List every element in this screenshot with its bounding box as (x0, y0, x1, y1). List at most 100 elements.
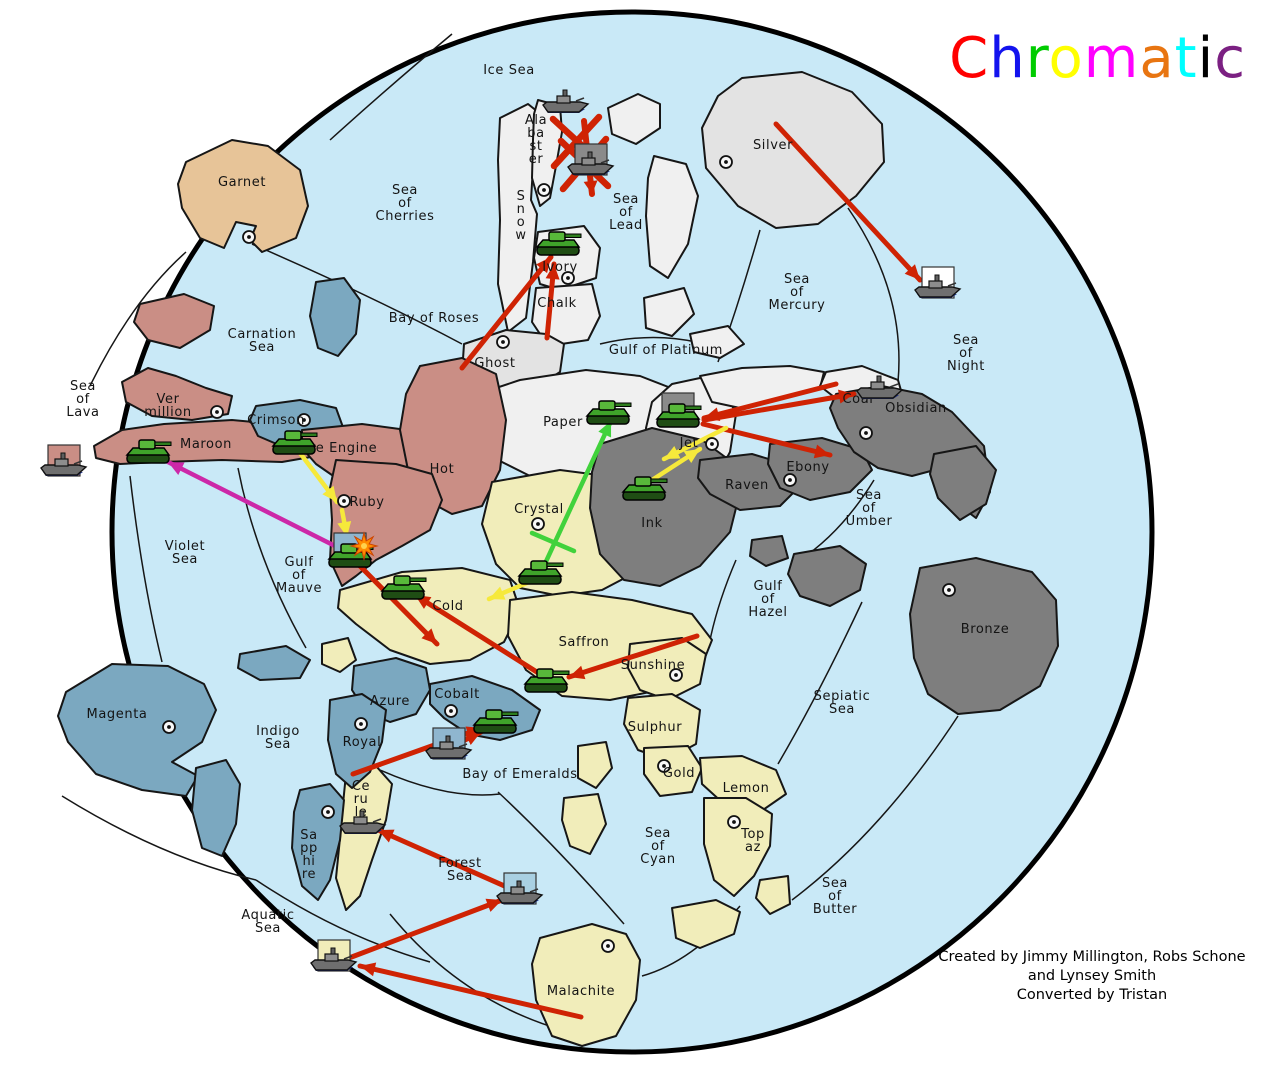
label-sea-of-cherries: Sea of Cherries (376, 183, 435, 224)
credits-line: Created by Jimmy Millington, Robs Schone (938, 949, 1246, 965)
fleet-coal-ship-icon[interactable] (856, 375, 904, 399)
title-letter: h (989, 26, 1026, 91)
label-lemon: Lemon (723, 781, 770, 796)
region-platinum-island[interactable] (689, 325, 745, 359)
region-indigo-isle-1[interactable] (237, 645, 311, 681)
supply-center-vermillion (210, 405, 224, 419)
region-azure-isle[interactable] (321, 637, 357, 673)
fleet-ice-sea-ship-icon[interactable] (542, 89, 590, 113)
region-vermillion[interactable] (121, 367, 233, 421)
label-hot: Hot (430, 462, 455, 477)
label-malachite: Malachite (547, 984, 615, 999)
region-emerald-isle-1[interactable] (577, 741, 613, 789)
region-umber-isle[interactable] (929, 445, 997, 521)
supply-center-bronze (942, 583, 956, 597)
sea-border-lines (61, 33, 959, 1031)
army-ivory-tank-icon[interactable] (535, 231, 582, 256)
supply-center-obsidian (859, 426, 873, 440)
title-letter: m (1083, 26, 1140, 91)
label-bay-of-emeralds: Bay of Emeralds (462, 767, 577, 782)
region-hazel-isle[interactable] (787, 545, 867, 607)
label-sea-of-lava: Sea of Lava (66, 379, 99, 420)
label-topaz: Top az (740, 827, 765, 855)
region-roses-island[interactable] (309, 277, 361, 357)
map-title: Chromatic (949, 26, 1246, 91)
label-saffron: Saffron (559, 635, 610, 650)
label-indigo-sea: Indigo Sea (256, 724, 300, 752)
label-jet: Jet (679, 436, 699, 451)
title-letter: o (1048, 26, 1084, 91)
sea-border (777, 601, 863, 765)
label-sea-of-lead: Sea of Lead (609, 192, 643, 233)
label-cold: Cold (432, 599, 463, 614)
sea-border (237, 467, 307, 649)
label-carnation-sea: Carnation Sea (228, 327, 297, 355)
army-fire-engine-tank-icon[interactable] (271, 430, 318, 455)
region-topaz[interactable] (703, 797, 773, 897)
region-carnation-island[interactable] (133, 293, 215, 349)
army-jet-tank-icon[interactable] (655, 403, 702, 428)
support-cut-tick (529, 530, 577, 554)
region-butter-isle-1[interactable] (671, 899, 741, 949)
region-lead-island-north[interactable] (607, 93, 661, 145)
sea-border (709, 559, 737, 641)
label-royal: Royal (343, 735, 382, 750)
supply-center-crimson (297, 413, 311, 427)
region-gold[interactable] (643, 745, 703, 797)
label-sea-of-butter: Sea of Butter (813, 876, 857, 917)
label-vermillion: Ver million (144, 392, 192, 420)
credits: Created by Jimmy Millington, Robs Schone… (908, 948, 1266, 1005)
army-paper-tank-icon[interactable] (585, 400, 632, 425)
sea-border (255, 879, 431, 963)
region-royal[interactable] (327, 693, 387, 789)
army-maroon-tank-icon[interactable] (125, 439, 172, 464)
credits-line: and Lynsey Smith (1027, 968, 1157, 985)
label-ruby: Ruby (349, 495, 384, 510)
sea-border (129, 475, 163, 663)
region-malachite[interactable] (531, 923, 641, 1047)
order-arrows (165, 121, 923, 1020)
army-crystal-tank-icon[interactable] (517, 560, 564, 585)
supply-center-ruby (337, 494, 351, 508)
fleet-cerulean-ship-icon[interactable] (339, 810, 387, 834)
fleet-forest-sea-ship-icon[interactable] (496, 880, 544, 904)
fleet-sea-of-night-ship-icon[interactable] (914, 274, 962, 298)
fleet-bay-of-emeralds-ship-icon[interactable] (425, 735, 473, 759)
region-lead-island-east[interactable] (645, 155, 699, 279)
army-cold-tank-icon[interactable] (380, 575, 427, 600)
army-cobalt-tank-icon[interactable] (472, 709, 519, 734)
region-bronze[interactable] (909, 557, 1059, 715)
region-indigo-isle-2[interactable] (191, 759, 241, 857)
region-hazel-islet[interactable] (749, 535, 789, 567)
sea-border (329, 33, 453, 141)
arrow-red-3 (701, 389, 857, 423)
supply-center-royal (354, 717, 368, 731)
fleet-aquatic-sea-ship-icon[interactable] (310, 947, 358, 971)
title-letter: C (949, 26, 990, 91)
army-ink-tank-icon[interactable] (621, 476, 668, 501)
label-ink: Ink (641, 516, 662, 531)
arrow-yellow-19 (661, 425, 729, 462)
supply-center-topaz (727, 815, 741, 829)
fleet-sea-of-lava-ship-icon[interactable] (40, 452, 88, 476)
supply-center-garnet (242, 230, 256, 244)
label-sea-of-mercury: Sea of Mercury (769, 272, 826, 313)
fleet-sea-of-lead-ship-icon[interactable] (567, 151, 615, 175)
supply-center-sapphire (321, 805, 335, 819)
label-sea-of-night: Sea of Night (947, 333, 985, 374)
label-silver: Silver (753, 138, 793, 153)
arrow-red-8 (354, 560, 440, 647)
label-gulf-of-mauve: Gulf of Mauve (276, 555, 322, 596)
arrow-yellow-15 (297, 450, 340, 505)
label-gold: Gold (663, 766, 695, 781)
label-cobalt: Cobalt (434, 687, 480, 702)
label-crimson: Crimson (247, 413, 305, 428)
army-saffron-tank-icon[interactable] (523, 668, 570, 693)
region-lead-island-south[interactable] (643, 287, 695, 337)
region-alabaster[interactable] (531, 99, 563, 207)
region-emerald-isle-2[interactable] (561, 793, 607, 855)
region-magenta[interactable] (57, 663, 217, 797)
region-butter-isle-2[interactable] (755, 875, 791, 915)
